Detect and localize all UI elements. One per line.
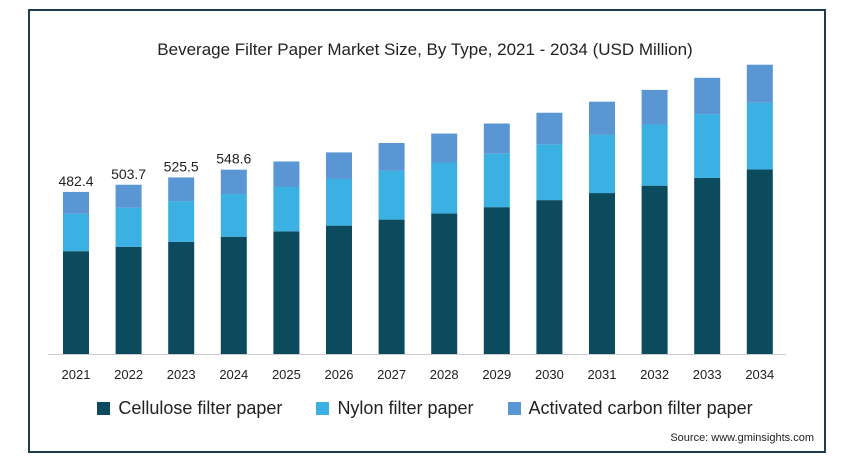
legend-label-activated-carbon: Activated carbon filter paper [528, 398, 753, 418]
x-tick-label-2021: 2021 [62, 367, 91, 382]
bar-nylon-2033 [694, 114, 721, 178]
bar-nylon-2022 [115, 207, 142, 247]
x-tick-label-2023: 2023 [167, 367, 196, 382]
bar-activated-carbon-2029 [483, 123, 510, 154]
bar-cellulose-2027 [378, 219, 405, 354]
bar-cellulose-2026 [326, 225, 352, 354]
bar-activated-carbon-2030 [536, 112, 563, 145]
x-tick-label-2029: 2029 [482, 367, 511, 382]
bar-activated-carbon-2034 [746, 64, 773, 103]
legend-label-cellulose: Cellulose filter paper [118, 398, 283, 418]
bar-nylon-2021 [63, 213, 89, 252]
x-tick-label-2025: 2025 [272, 367, 301, 382]
bar-cellulose-2033 [694, 177, 721, 354]
bar-nylon-2026 [326, 178, 352, 226]
bar-activated-carbon-2021 [63, 191, 89, 214]
legend-swatch-activated-carbon [507, 402, 521, 415]
bar-nylon-2034 [746, 102, 773, 170]
x-tick-label-2028: 2028 [430, 367, 459, 382]
source-note: Source: www.gminsights.com [670, 432, 814, 444]
bar-cellulose-2028 [431, 213, 458, 354]
bar-nylon-2031 [589, 134, 615, 194]
legend-swatch-cellulose [97, 402, 111, 415]
bar-nylon-2029 [483, 153, 510, 208]
legend-label-nylon: Nylon filter paper [337, 398, 474, 418]
legend-swatch-nylon [316, 402, 330, 415]
bar-nylon-2024 [220, 194, 247, 237]
bar-activated-carbon-2025 [273, 161, 300, 188]
bar-cellulose-2024 [220, 236, 247, 354]
x-tick-label-2024: 2024 [219, 367, 248, 382]
bar-nylon-2028 [431, 162, 458, 214]
bar-cellulose-2029 [483, 207, 510, 354]
x-tick-label-2034: 2034 [745, 367, 774, 382]
bar-activated-carbon-2027 [378, 142, 405, 171]
chart-plot: 2021 482.4 2022 503.7 2023 525.5 2024 548.6 2025… [48, 64, 786, 382]
bar-nylon-2030 [536, 144, 563, 201]
x-tick-label-2032: 2032 [640, 367, 669, 382]
bar-nylon-2023 [168, 201, 195, 242]
x-tick-label-2026: 2026 [325, 367, 354, 382]
x-tick-label-2033: 2033 [693, 367, 722, 382]
data-label-2021: 482.4 [58, 173, 93, 189]
bar-activated-carbon-2033 [694, 77, 721, 115]
data-label-2024: 548.6 [216, 151, 251, 167]
bar-cellulose-2023 [168, 241, 195, 354]
bar-cellulose-2025 [273, 231, 300, 354]
data-label-2023: 525.5 [164, 158, 199, 174]
chart-frame [28, 9, 826, 453]
bar-cellulose-2022 [115, 246, 142, 354]
chart-title: Beverage Filter Paper Market Size, By Ty… [157, 40, 693, 59]
bar-cellulose-2031 [589, 193, 615, 354]
bar-cellulose-2032 [641, 185, 668, 354]
bar-activated-carbon-2031 [589, 101, 615, 135]
data-label-2022: 503.7 [111, 166, 146, 182]
bar-activated-carbon-2026 [326, 152, 352, 179]
bar-activated-carbon-2028 [431, 133, 458, 163]
legend-item-cellulose: Cellulose filter paper [97, 398, 282, 419]
bar-cellulose-2021 [63, 251, 89, 354]
bar-nylon-2027 [378, 170, 405, 220]
bar-nylon-2032 [641, 124, 668, 186]
bar-activated-carbon-2022 [115, 184, 142, 208]
bar-nylon-2025 [273, 187, 300, 232]
x-tick-label-2030: 2030 [535, 367, 564, 382]
bar-activated-carbon-2023 [168, 177, 195, 202]
x-tick-label-2027: 2027 [377, 367, 406, 382]
bar-cellulose-2034 [746, 169, 773, 354]
bar-cellulose-2030 [536, 200, 563, 354]
bar-activated-carbon-2032 [641, 89, 668, 125]
legend-item-nylon: Nylon filter paper [316, 398, 474, 419]
x-tick-label-2022: 2022 [114, 367, 143, 382]
bar-activated-carbon-2024 [220, 169, 247, 195]
legend-item-activated-carbon: Activated carbon filter paper [507, 398, 753, 419]
x-tick-label-2031: 2031 [588, 367, 617, 382]
chart-legend: Cellulose filter paper Nylon filter pape… [0, 398, 850, 419]
